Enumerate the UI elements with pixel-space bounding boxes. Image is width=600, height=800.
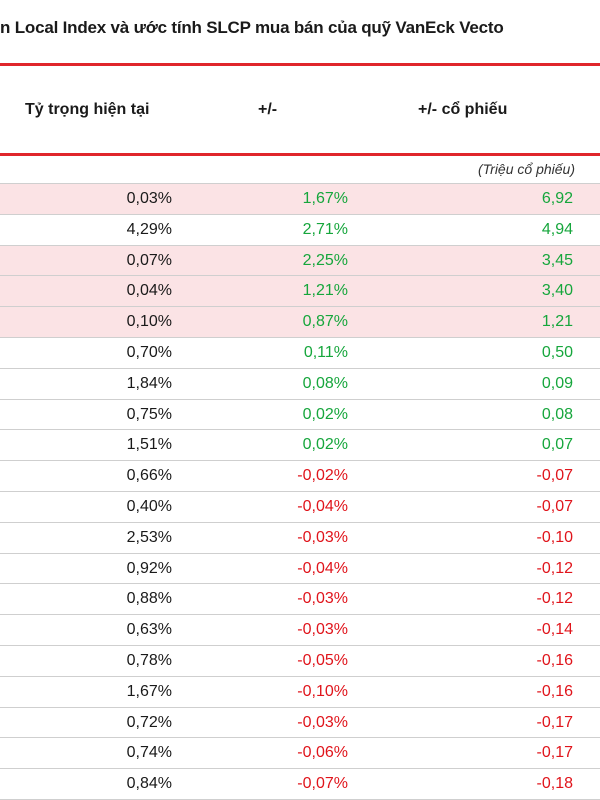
cell-change-pct: -0,10% — [297, 682, 348, 700]
table-row: 0,07% 2,25% 3,45 — [0, 245, 600, 277]
cell-change-pct: 0,02% — [302, 436, 348, 454]
table-row: 1,84% 0,08% 0,09 — [0, 369, 600, 400]
cell-change-shares: 3,45 — [541, 251, 573, 269]
cell-change-shares: -0,14 — [536, 621, 573, 639]
table-row: 0,84% -0,07% -0,18 — [0, 769, 600, 800]
cell-weight: 0,04% — [126, 282, 172, 300]
cell-change-pct: -0,05% — [297, 651, 348, 669]
table-row: 0,40% -0,04% -0,07 — [0, 492, 600, 523]
cell-weight: 0,63% — [126, 621, 172, 639]
cell-weight: 0,72% — [126, 713, 172, 731]
table-row: 0,70% 0,11% 0,50 — [0, 338, 600, 369]
title-rule — [0, 63, 600, 66]
cell-weight: 0,88% — [126, 590, 172, 608]
cell-change-pct: 0,11% — [303, 343, 348, 361]
cell-change-pct: -0,03% — [297, 713, 348, 731]
cell-change-pct: -0,06% — [297, 744, 348, 762]
cell-change-shares: -0,16 — [536, 651, 573, 669]
cell-change-shares: -0,07 — [536, 497, 573, 515]
cell-change-pct: -0,07% — [297, 775, 348, 793]
table-row: 0,04% 1,21% 3,40 — [0, 276, 600, 308]
cell-change-pct: -0,03% — [297, 621, 348, 639]
cell-weight: 0,66% — [126, 467, 172, 485]
table-row: 0,72% -0,03% -0,17 — [0, 708, 600, 739]
cell-change-pct: 0,08% — [302, 374, 348, 392]
cell-change-shares: -0,16 — [536, 682, 573, 700]
cell-change-shares: 6,92 — [541, 190, 573, 207]
cell-change-pct: 0,02% — [302, 405, 348, 423]
cell-change-pct: -0,03% — [297, 528, 348, 546]
table-row: 0,10% 0,87% 1,21 — [0, 307, 600, 338]
table-row: 0,75% 0,02% 0,08 — [0, 400, 600, 431]
table-row: 1,51% 0,02% 0,07 — [0, 430, 600, 462]
data-table-body: 0,03% 1,67% 6,92 4,29% 2,71% 4,94 0,07% 2,25% 3,… — [0, 183, 600, 800]
table-row: 0,03% 1,67% 6,92 — [0, 183, 600, 215]
table-row: 0,92% -0,04% -0,12 — [0, 554, 600, 585]
table-row: 0,78% -0,05% -0,16 — [0, 646, 600, 677]
cell-weight: 1,84% — [126, 374, 172, 392]
cell-weight: 0,07% — [126, 251, 172, 269]
cell-weight: 0,74% — [126, 744, 172, 762]
table-row: 0,63% -0,03% -0,14 — [0, 615, 600, 646]
cell-weight: 0,03% — [126, 190, 172, 207]
table-row: 0,88% -0,03% -0,12 — [0, 584, 600, 616]
cell-weight: 4,29% — [126, 220, 172, 238]
header-rule — [0, 153, 600, 156]
cell-change-shares: 4,94 — [541, 220, 573, 238]
cell-weight: 0,70% — [126, 343, 172, 361]
cell-change-pct: -0,03% — [297, 590, 348, 608]
header-change-shares: +/- cổ phiếu — [418, 101, 508, 118]
cell-change-shares: 0,50 — [541, 343, 573, 361]
cell-change-shares: 0,09 — [541, 374, 573, 392]
cell-change-pct: 2,71% — [302, 220, 348, 238]
cell-weight: 2,53% — [126, 528, 172, 546]
cell-change-pct: 0,87% — [302, 313, 348, 331]
cell-change-pct: -0,02% — [297, 467, 348, 485]
cell-weight: 0,10% — [126, 313, 172, 331]
cell-change-shares: -0,17 — [536, 744, 573, 762]
cell-weight: 0,40% — [126, 497, 172, 515]
cell-change-shares: 1,21 — [541, 313, 573, 331]
cell-change-pct: -0,04% — [297, 497, 348, 515]
header-weight: Tỷ trọng hiện tại — [25, 101, 150, 118]
cell-change-shares: -0,17 — [536, 713, 573, 731]
table-title: n Local Index và ước tính SLCP mua bán c… — [0, 18, 504, 37]
cell-change-shares: 0,08 — [541, 405, 573, 423]
cell-weight: 0,75% — [126, 405, 172, 423]
cell-weight: 0,92% — [126, 559, 172, 577]
cell-weight: 0,78% — [126, 651, 172, 669]
cell-change-pct: 1,67% — [302, 190, 348, 207]
cell-weight: 1,51% — [126, 436, 172, 454]
table-row: 4,29% 2,71% 4,94 — [0, 215, 600, 246]
cell-weight: 1,67% — [126, 682, 172, 700]
cell-change-shares: -0,12 — [536, 590, 573, 608]
table-row: 0,66% -0,02% -0,07 — [0, 461, 600, 492]
unit-note: (Triệu cổ phiếu) — [477, 161, 575, 177]
table-row: 2,53% -0,03% -0,10 — [0, 523, 600, 554]
cell-change-pct: 2,25% — [302, 251, 348, 269]
table-row: 0,74% -0,06% -0,17 — [0, 738, 600, 770]
cell-weight: 0,84% — [126, 775, 172, 793]
cell-change-shares: 0,07 — [541, 436, 573, 454]
cell-change-shares: -0,18 — [536, 775, 573, 793]
header-change-pct: +/- — [258, 101, 278, 118]
cell-change-pct: -0,04% — [297, 559, 348, 577]
cell-change-shares: -0,10 — [536, 528, 573, 546]
cell-change-pct: 1,21% — [302, 282, 348, 300]
cell-change-shares: -0,07 — [536, 467, 573, 485]
cell-change-shares: -0,12 — [536, 559, 573, 577]
cell-change-shares: 3,40 — [541, 282, 573, 300]
table-row: 1,67% -0,10% -0,16 — [0, 677, 600, 708]
